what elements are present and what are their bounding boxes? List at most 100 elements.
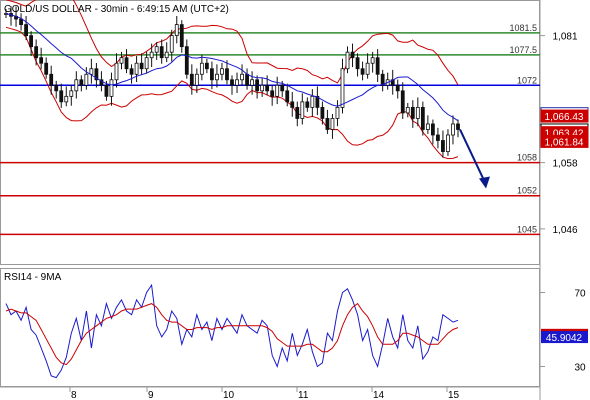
candle-body-11 [59, 90, 64, 103]
candle-body-35 [179, 24, 184, 48]
candle-body-80 [405, 106, 410, 114]
price-pane [0, 0, 540, 265]
candle-body-66 [335, 106, 340, 119]
candle-body-70 [355, 57, 360, 70]
candle-body-40 [204, 62, 209, 70]
price-badge-label-1: 1,066.43 [545, 112, 584, 123]
candle-body-57 [290, 101, 295, 108]
candle-body-45 [230, 79, 234, 86]
candle-body-61 [310, 95, 315, 108]
price-chart-title: GOLD/US DOLLAR - 30min - 6:49:15 AM (UTC… [4, 4, 229, 15]
rsi-series-line-1 [5, 302, 459, 366]
candle-body-17 [89, 68, 94, 75]
candle-body-5 [29, 35, 34, 48]
candle-body-88 [446, 134, 450, 152]
candle-body-10 [54, 84, 59, 92]
candle-body-86 [436, 134, 440, 141]
rsi-tick-label-1: 30 [574, 363, 586, 374]
candle-body-13 [69, 90, 74, 97]
candle-body-30 [154, 46, 159, 53]
candle-body-78 [395, 84, 400, 92]
price-tick-label-1: 1,058 [552, 159, 577, 170]
candle-body-72 [365, 62, 370, 75]
levels-layer: 1081.5 1077.5 1072 1058 1052 1045 [0, 23, 540, 236]
candle-body-56 [285, 90, 290, 103]
candle-body-12 [64, 95, 69, 103]
candle-body-33 [169, 35, 174, 53]
candle-body-20 [104, 84, 109, 97]
rsi-pane [0, 268, 540, 387]
candle-body-21 [109, 79, 114, 97]
price-badge-4 [540, 134, 589, 148]
candle-body-29 [149, 51, 154, 59]
bollinger-bands [5, 0, 459, 160]
candle-body-87 [441, 140, 445, 152]
price-tick-label-2: 1,046 [552, 225, 577, 236]
candle-body-18 [94, 68, 99, 81]
candle-body-4 [24, 24, 28, 37]
time-tick-label-5: 15 [448, 390, 460, 400]
rsi-lines [5, 283, 459, 379]
candle-body-14 [74, 79, 79, 92]
level-label-0: 1081.5 [509, 23, 537, 33]
candle-body-23 [119, 57, 124, 64]
level-label-2: 1072 [517, 75, 537, 85]
candle-body-90 [456, 123, 460, 130]
rsi-axis-ticks: 70 30 [540, 289, 586, 374]
rsi-chart-title: RSI14 - 9MA [4, 272, 62, 283]
candle-body-59 [300, 101, 305, 119]
time-axis-ticks: 8 9 10 11 14 15 [69, 387, 460, 400]
bollinger-lower [5, 26, 459, 160]
candle-body-34 [174, 24, 179, 37]
candle-body-49 [250, 79, 254, 86]
candle-body-47 [240, 73, 244, 81]
candle-body-7 [39, 57, 44, 64]
candles-layer [4, 6, 460, 158]
forecast-arrow-shaft [459, 129, 486, 183]
level-label-1: 1077.5 [509, 45, 537, 55]
candle-body-24 [124, 57, 129, 70]
candle-body-89 [451, 123, 455, 136]
candle-body-73 [370, 57, 375, 64]
price-badge-label-3: 1,063.42 [545, 129, 584, 140]
rsi-badges: 47.115545.9042 [541, 328, 588, 344]
candle-body-85 [430, 123, 435, 136]
price-badge-1 [540, 109, 589, 123]
rsi-badge-label-1: 45.9042 [546, 333, 583, 344]
candle-body-26 [134, 62, 139, 75]
candle-body-75 [380, 73, 385, 86]
price-badge-label-4: 1,061.84 [545, 137, 584, 148]
candle-body-28 [144, 57, 149, 70]
candle-body-79 [400, 90, 405, 114]
candle-body-19 [99, 79, 104, 86]
forecast-arrow-head [479, 176, 490, 189]
candle-body-39 [199, 62, 204, 75]
candle-body-50 [255, 79, 260, 92]
candle-body-58 [295, 106, 300, 119]
candle-body-37 [189, 73, 194, 86]
candle-body-81 [410, 106, 415, 119]
candle-body-41 [210, 68, 214, 81]
forecast-arrow [459, 129, 490, 189]
level-label-3: 1058 [517, 153, 537, 163]
candle-body-42 [215, 73, 219, 81]
level-label-5: 1045 [517, 224, 537, 234]
candle-body-64 [325, 118, 330, 130]
candle-body-43 [220, 68, 224, 75]
candle-body-82 [415, 106, 420, 119]
candle-body-55 [280, 84, 285, 92]
candle-body-52 [265, 84, 270, 92]
rsi-tick-label-0: 70 [574, 289, 586, 300]
candle-body-15 [79, 79, 84, 86]
candle-body-3 [19, 18, 23, 25]
candle-body-83 [420, 106, 425, 130]
time-tick-label-2: 10 [223, 390, 235, 400]
candle-body-51 [260, 84, 265, 92]
bollinger-upper [5, 0, 459, 86]
candle-body-9 [49, 73, 54, 86]
candle-body-38 [194, 73, 199, 86]
candle-body-65 [330, 118, 335, 130]
candle-body-62 [315, 95, 320, 108]
candle-body-22 [114, 62, 119, 81]
